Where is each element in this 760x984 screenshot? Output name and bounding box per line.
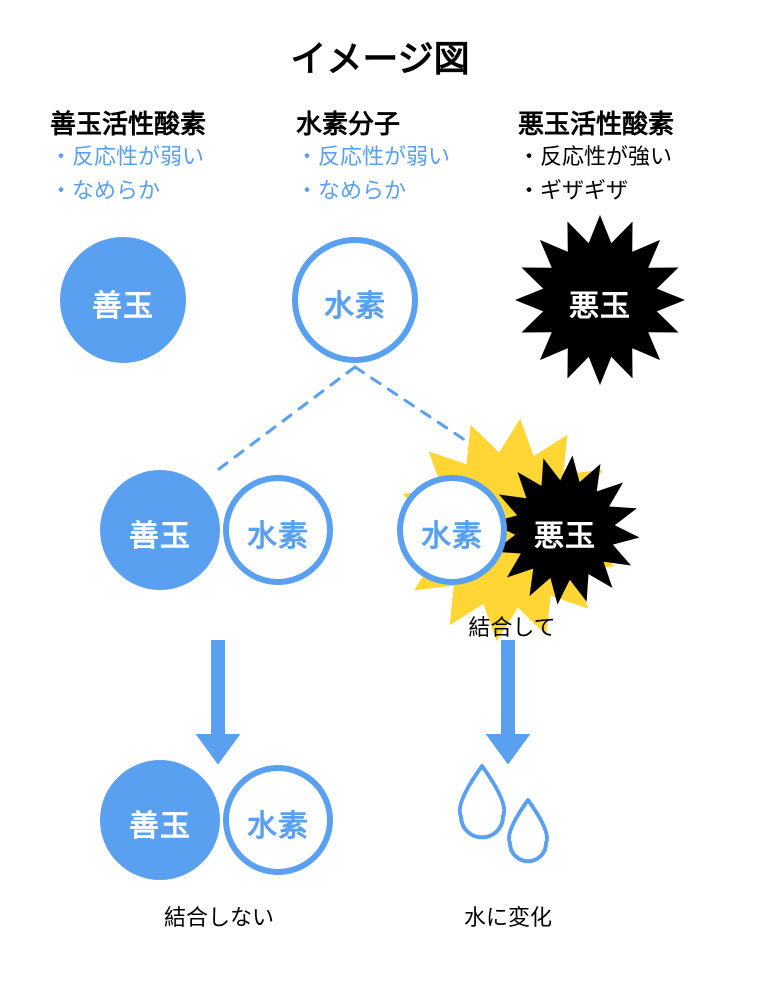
bullets-good: 反応性が弱い なめらか (50, 140, 204, 208)
badge-h2-label: 水素 (198, 801, 358, 845)
caption-to-water: 水に変化 (428, 900, 588, 932)
bullet: 反応性が強い (518, 140, 672, 174)
caption-no-combine: 結合しない (139, 900, 299, 932)
bullet: なめらか (296, 174, 450, 208)
heading-h2: 水素分子 (296, 104, 400, 141)
bullet: なめらか (50, 174, 204, 208)
badge-bad-label: 悪玉 (520, 281, 680, 325)
bullet: 反応性が弱い (296, 140, 450, 174)
badge-bad-label: 悪玉 (485, 511, 645, 555)
dashed-connectors (219, 367, 509, 469)
bullet: 反応性が弱い (50, 140, 204, 174)
water-drops (460, 766, 547, 861)
arrows (196, 640, 531, 765)
bullets-bad: 反応性が強い ギザギザ (518, 140, 672, 208)
heading-good: 善玉活性酸素 (50, 104, 206, 141)
bullet: ギザギザ (518, 174, 672, 208)
heading-bad: 悪玉活性酸素 (518, 104, 674, 141)
diagram-title: イメージ図 (0, 30, 760, 82)
badge-h2-label: 水素 (275, 281, 435, 325)
caption-combine: 結合して (432, 610, 592, 642)
badge-good-label: 善玉 (43, 281, 203, 325)
bullets-h2: 反応性が弱い なめらか (296, 140, 450, 208)
badge-h2-label: 水素 (198, 511, 358, 555)
